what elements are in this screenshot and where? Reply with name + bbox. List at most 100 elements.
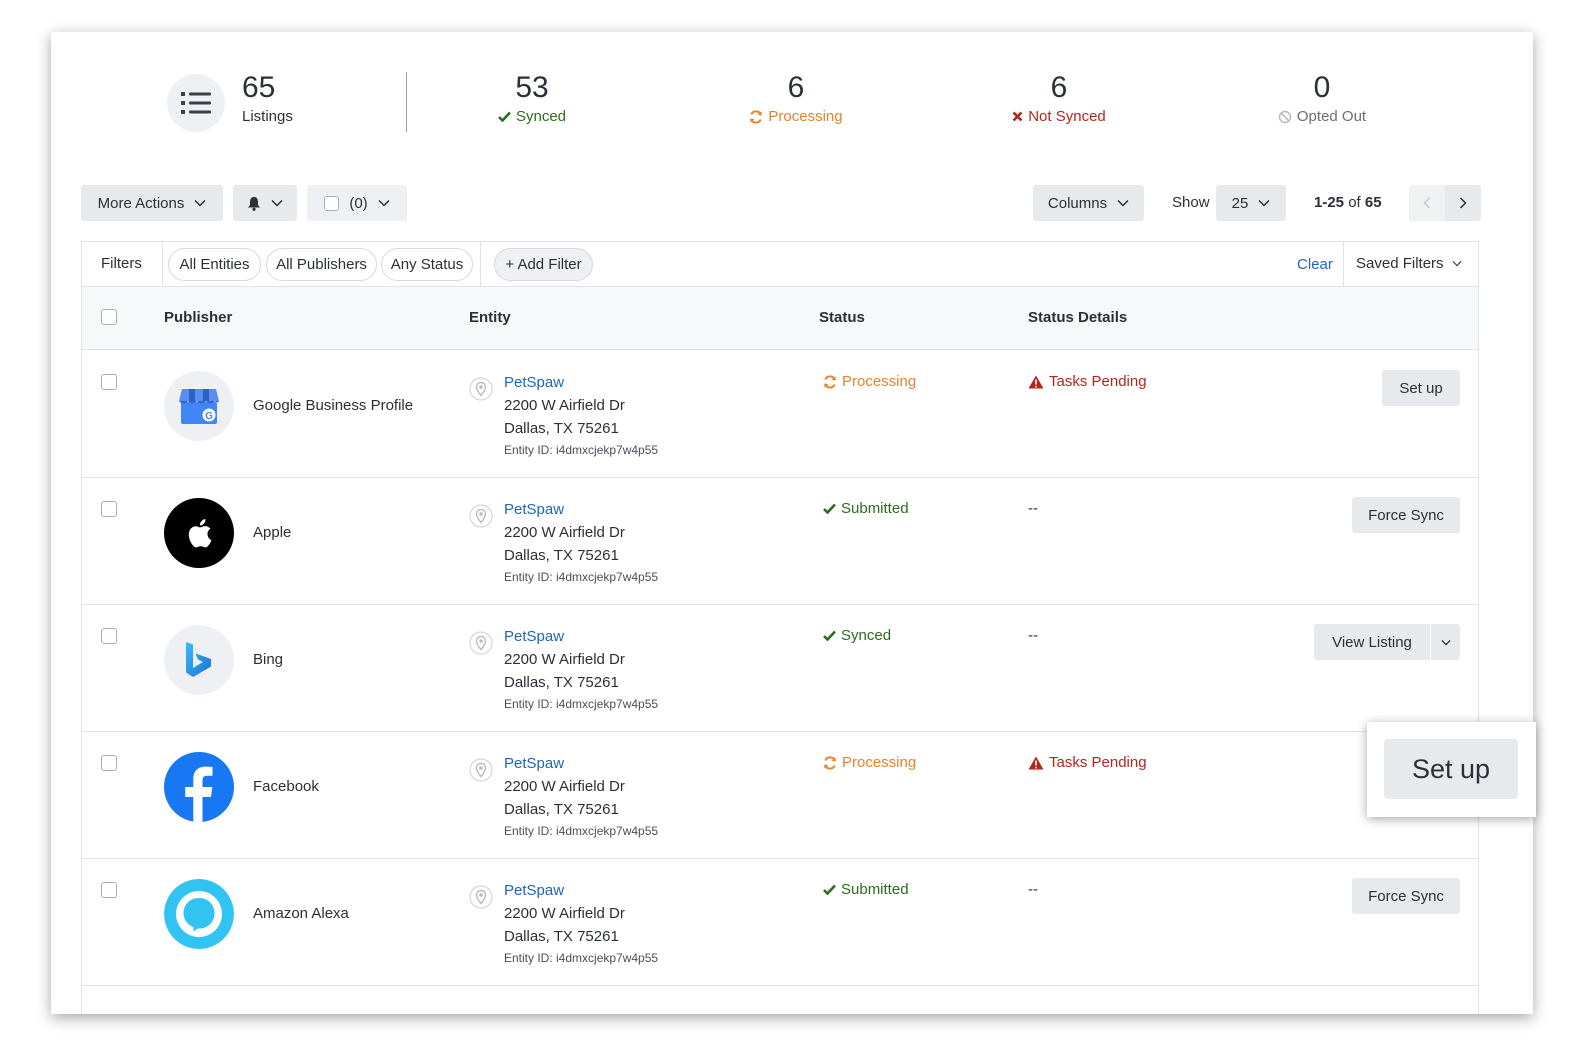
clear-filters-link[interactable]: Clear — [1297, 256, 1333, 273]
listings-icon — [167, 74, 225, 132]
warning-icon — [1028, 375, 1044, 388]
saved-filters-label: Saved Filters — [1356, 255, 1444, 272]
status-details-cell: -- — [1028, 627, 1038, 644]
listings-table: Filters All Entities All Publishers Any … — [81, 241, 1479, 1014]
row-checkbox[interactable] — [101, 628, 117, 644]
chevron-down-icon — [194, 199, 206, 207]
stat-synced[interactable]: 53 Synced — [472, 70, 592, 125]
status-details-text: Tasks Pending — [1049, 754, 1147, 771]
opted-out-count: 0 — [1313, 71, 1331, 104]
status-details-cell: -- — [1028, 881, 1038, 898]
pagination-info: 1-25 of 65 — [1314, 194, 1382, 211]
chevron-down-icon — [378, 199, 390, 207]
stat-divider — [406, 72, 407, 132]
entity-id: Entity ID: i4dmxcjekp7w4p55 — [504, 570, 659, 584]
row-checkbox[interactable] — [101, 755, 117, 771]
header-checkbox[interactable] — [101, 309, 117, 325]
set-up-button-zoomed[interactable]: Set up — [1384, 739, 1518, 799]
page-range: 1-25 — [1314, 194, 1345, 211]
force-sync-button[interactable]: Force Sync — [1352, 497, 1460, 533]
entity-address-line1: 2200 W Airfield Dr — [504, 651, 625, 668]
select-all-dropdown[interactable]: (0) — [307, 185, 407, 221]
entity-id: Entity ID: i4dmxcjekp7w4p55 — [504, 824, 659, 838]
stat-opted-out[interactable]: 0 Opted Out — [1257, 70, 1387, 125]
refresh-icon — [824, 755, 836, 770]
page-size-value: 25 — [1231, 194, 1249, 212]
stat-not-synced[interactable]: 6 Not Synced — [994, 70, 1124, 125]
entity-name-link[interactable]: PetSpaw — [504, 628, 565, 645]
check-icon — [823, 630, 836, 641]
page-of: of — [1348, 194, 1361, 211]
listings-card: 65 Listings 53 Synced 6 Processing 6 Not… — [51, 32, 1533, 1014]
publisher-name: Amazon Alexa — [253, 905, 349, 922]
table-row: G Google Business Profile PetSpaw 2200 W… — [82, 351, 1478, 478]
view-listing-button[interactable]: View Listing — [1314, 624, 1430, 660]
selected-count: (0) — [349, 194, 368, 212]
entity-cell: PetSpaw 2200 W Airfield Dr Dallas, TX 75… — [504, 752, 658, 842]
select-all-checkbox[interactable] — [324, 195, 340, 211]
col-status-details[interactable]: Status Details — [1028, 309, 1128, 326]
location-pin-icon — [469, 631, 493, 655]
bing-logo-icon — [164, 625, 234, 695]
stat-processing[interactable]: 6 Processing — [731, 70, 861, 125]
refresh-icon — [824, 374, 836, 389]
col-publisher[interactable]: Publisher — [164, 309, 233, 326]
synced-count: 53 — [515, 71, 549, 104]
entity-cell: PetSpaw 2200 W Airfield Dr Dallas, TX 75… — [504, 879, 658, 969]
entity-id: Entity ID: i4dmxcjekp7w4p55 — [504, 443, 659, 457]
add-filter-button[interactable]: + Add Filter — [494, 248, 593, 281]
entity-name-link[interactable]: PetSpaw — [504, 755, 565, 772]
chevron-down-icon — [1258, 199, 1270, 207]
entity-address-line1: 2200 W Airfield Dr — [504, 778, 625, 795]
table-row: Facebook PetSpaw 2200 W Airfield Dr Dall… — [82, 732, 1478, 859]
columns-button[interactable]: Columns — [1033, 185, 1144, 221]
processing-label: Processing — [768, 108, 843, 125]
notifications-button[interactable] — [233, 185, 297, 221]
col-status[interactable]: Status — [819, 309, 865, 326]
more-actions-label: More Actions — [97, 194, 185, 212]
bell-icon — [248, 196, 260, 211]
status-text: Synced — [841, 627, 892, 644]
show-label: Show — [1172, 194, 1210, 211]
view-listing-menu-button[interactable] — [1431, 624, 1460, 660]
amazon-alexa-logo-icon — [164, 879, 234, 949]
entity-cell: PetSpaw 2200 W Airfield Dr Dallas, TX 75… — [504, 498, 658, 588]
filter-all-publishers[interactable]: All Publishers — [266, 248, 377, 281]
row-checkbox[interactable] — [101, 374, 117, 390]
force-sync-button[interactable]: Force Sync — [1352, 878, 1460, 914]
filter-any-status[interactable]: Any Status — [381, 248, 473, 281]
entity-address-line2: Dallas, TX 75261 — [504, 674, 619, 691]
next-page-button[interactable] — [1445, 185, 1481, 221]
status-text: Submitted — [841, 881, 909, 898]
entity-name-link[interactable]: PetSpaw — [504, 374, 565, 391]
status-cell: Submitted — [823, 881, 909, 898]
status-text: Processing — [842, 754, 917, 771]
prev-page-button[interactable] — [1409, 185, 1445, 221]
stat-listings: 65 Listings — [242, 70, 293, 125]
saved-filters-dropdown[interactable]: Saved Filters — [1356, 255, 1462, 272]
status-details-cell: -- — [1028, 500, 1038, 517]
columns-label: Columns — [1047, 194, 1108, 212]
entity-name-link[interactable]: PetSpaw — [504, 882, 565, 899]
row-checkbox[interactable] — [101, 882, 117, 898]
listings-count: 65 — [242, 71, 276, 104]
entity-address-line1: 2200 W Airfield Dr — [504, 524, 625, 541]
entity-address-line1: 2200 W Airfield Dr — [504, 397, 625, 414]
more-actions-button[interactable]: More Actions — [81, 185, 223, 221]
status-cell: Submitted — [823, 500, 909, 517]
synced-label: Synced — [515, 108, 567, 125]
entity-name-link[interactable]: PetSpaw — [504, 501, 565, 518]
entity-address-line2: Dallas, TX 75261 — [504, 420, 619, 437]
google-business-logo-icon: G — [164, 371, 234, 441]
row-checkbox[interactable] — [101, 501, 117, 517]
col-entity[interactable]: Entity — [469, 309, 511, 326]
entity-address-line1: 2200 W Airfield Dr — [504, 905, 625, 922]
chevron-down-icon — [1440, 639, 1451, 645]
page-size-select[interactable]: 25 — [1216, 185, 1286, 221]
status-details-text: -- — [1028, 627, 1038, 644]
svg-text:G: G — [205, 411, 213, 422]
set-up-button[interactable]: Set up — [1382, 370, 1460, 406]
status-details-cell: Tasks Pending — [1028, 754, 1147, 771]
not-synced-label: Not Synced — [1028, 108, 1106, 125]
filter-all-entities[interactable]: All Entities — [168, 248, 261, 281]
